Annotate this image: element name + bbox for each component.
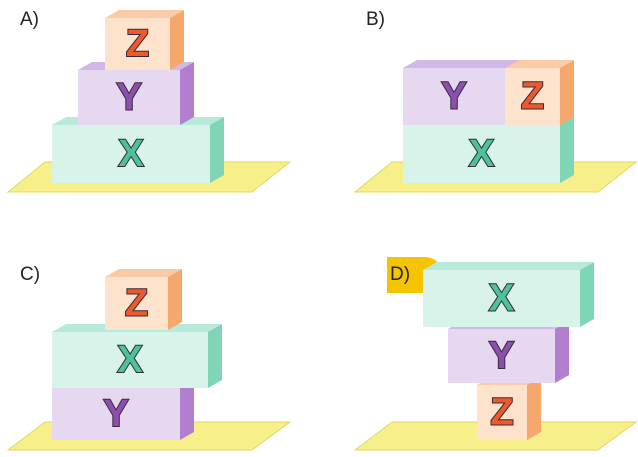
block-front	[78, 70, 180, 125]
block-top	[105, 10, 184, 18]
block-front	[52, 388, 180, 440]
block-front	[403, 68, 505, 125]
block-letter: X	[117, 339, 143, 381]
block-letter: Y	[489, 335, 514, 377]
block-side	[208, 324, 222, 388]
option-label: C)	[20, 264, 40, 285]
block-top	[403, 60, 519, 68]
block-side	[168, 269, 182, 330]
block-letter: X	[469, 133, 495, 175]
block-side	[580, 262, 594, 327]
block-front	[105, 277, 168, 330]
block-front	[423, 270, 580, 327]
block-side	[180, 380, 194, 440]
block-side	[180, 62, 194, 125]
block-side	[527, 377, 541, 440]
block-side	[170, 10, 184, 70]
block-front	[403, 125, 560, 183]
block-side	[560, 117, 574, 183]
block-letter: Y	[116, 77, 141, 119]
block-letter: Z	[125, 283, 148, 325]
block-top	[423, 262, 594, 270]
block-top	[505, 60, 574, 68]
block-letter: Y	[441, 76, 466, 118]
block-front	[505, 68, 560, 125]
block-front	[477, 385, 527, 440]
block-letter: X	[489, 278, 515, 320]
block-front	[448, 329, 555, 383]
option-label: A)	[20, 9, 39, 30]
block-front	[52, 125, 210, 183]
block-letter: Y	[103, 393, 128, 435]
block-letter: Z	[521, 76, 544, 118]
option-label: B)	[366, 9, 385, 30]
block-letter: X	[118, 133, 144, 175]
block-front	[52, 332, 208, 388]
block-side	[210, 117, 224, 183]
block-side	[560, 60, 574, 125]
block-side	[555, 321, 569, 383]
option-label: D)	[390, 264, 410, 285]
block-front	[105, 18, 170, 70]
block-letter: Z	[490, 392, 513, 434]
block-letter: Z	[126, 23, 149, 65]
block-top	[105, 269, 182, 277]
